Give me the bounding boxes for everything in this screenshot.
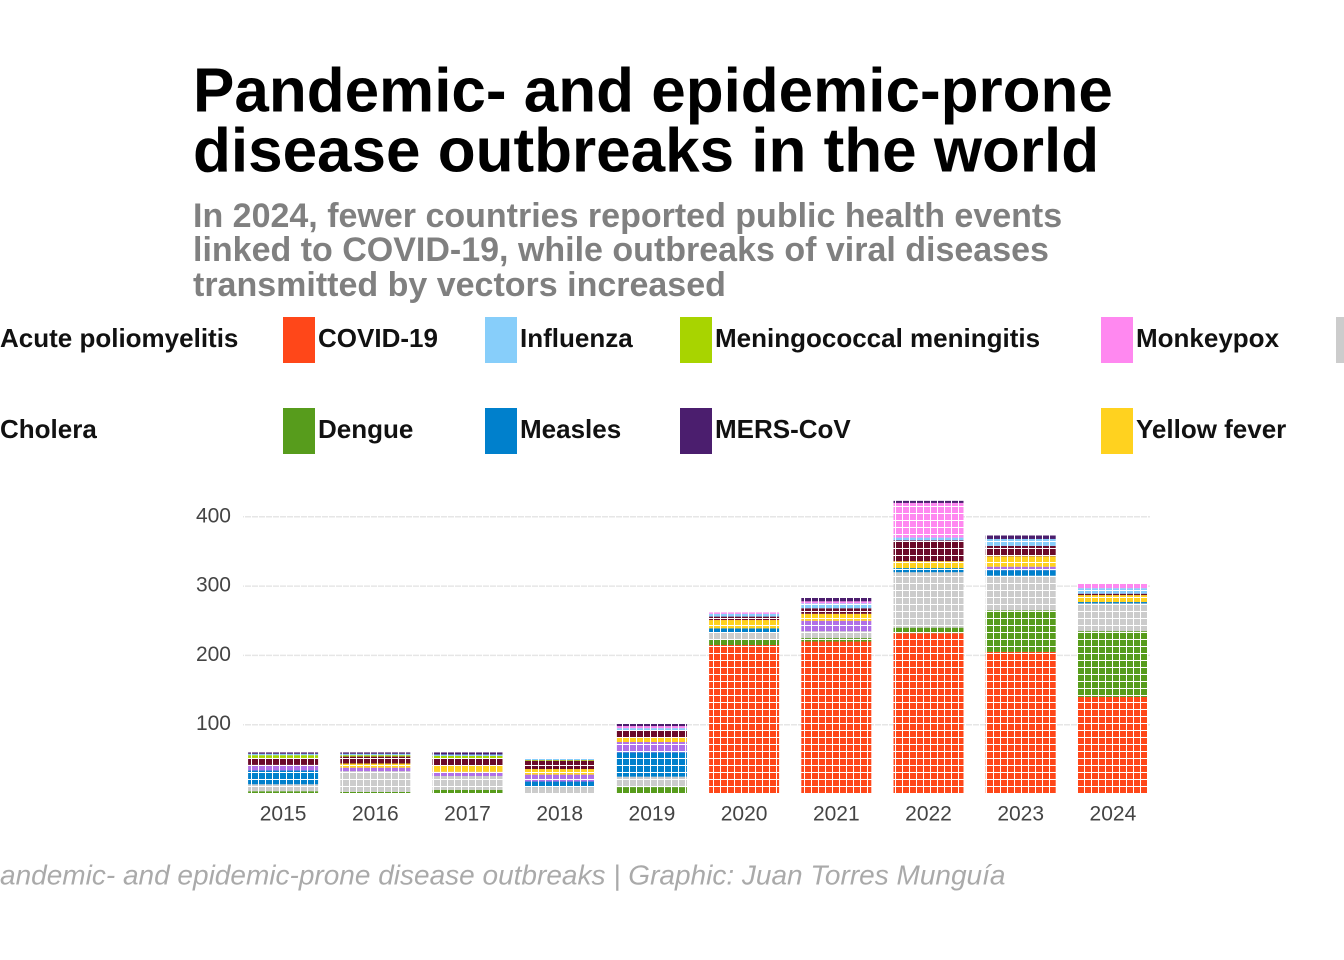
x-tick-label: 2023 bbox=[997, 803, 1044, 826]
legend-swatch bbox=[283, 317, 315, 363]
chart-title: disease outbreaks in the world bbox=[193, 116, 1099, 185]
y-tick-label: 200 bbox=[196, 643, 231, 666]
subtitle: linked to COVID-19, while outbreaks of v… bbox=[193, 231, 1049, 269]
legend-swatch bbox=[1101, 317, 1133, 363]
bars: 2015 2016 2017 2018 2019 2020 2021 2022 2023 2024 bbox=[237, 496, 1159, 826]
x-tick-label: 2024 bbox=[1090, 803, 1137, 826]
x-tick-label: 2020 bbox=[721, 803, 768, 826]
legend-label: Yellow fever bbox=[1136, 414, 1286, 444]
x-tick-label: 2019 bbox=[629, 803, 676, 826]
legend-label: COVID-19 bbox=[318, 323, 438, 353]
x-tick-label: 2022 bbox=[905, 803, 952, 826]
y-tick-label: 100 bbox=[196, 712, 231, 735]
legend-label: MERS-CoV bbox=[715, 414, 851, 444]
subtitle: transmitted by vectors increased bbox=[193, 266, 726, 304]
legend-swatch bbox=[680, 408, 712, 454]
x-tick-label: 2021 bbox=[813, 803, 860, 826]
y-tick-label: 300 bbox=[196, 574, 231, 597]
legend-label: Cholera bbox=[0, 414, 97, 444]
subtitle: In 2024, fewer countries reported public… bbox=[193, 197, 1062, 235]
legend-swatch bbox=[485, 408, 517, 454]
legend-swatch bbox=[283, 408, 315, 454]
legend-label: Acute poliomyelitis bbox=[0, 323, 238, 353]
legend-label: Dengue bbox=[318, 414, 413, 444]
legend-label: Meningococcal meningitis bbox=[715, 323, 1040, 353]
caption: andemic- and epidemic-prone disease outb… bbox=[0, 859, 1005, 890]
legend-label: Monkeypox bbox=[1136, 323, 1280, 353]
legend-label: Measles bbox=[520, 414, 621, 444]
cell-grid bbox=[237, 496, 1159, 794]
x-tick-label: 2018 bbox=[536, 803, 583, 826]
x-tick-label: 2016 bbox=[352, 803, 399, 826]
legend-swatch bbox=[680, 317, 712, 363]
chart-title: Pandemic- and epidemic-prone bbox=[193, 56, 1113, 125]
legend-label: Influenza bbox=[520, 323, 633, 353]
legend-swatch bbox=[1336, 317, 1344, 363]
legend-swatch bbox=[1101, 408, 1133, 454]
legend-swatch bbox=[485, 317, 517, 363]
x-tick-label: 2017 bbox=[444, 803, 491, 826]
x-tick-label: 2015 bbox=[260, 803, 307, 826]
legend: COVID-19 Dengue Measles Cholera Yellow fever… bbox=[0, 317, 1344, 454]
y-tick-label: 400 bbox=[196, 504, 231, 527]
